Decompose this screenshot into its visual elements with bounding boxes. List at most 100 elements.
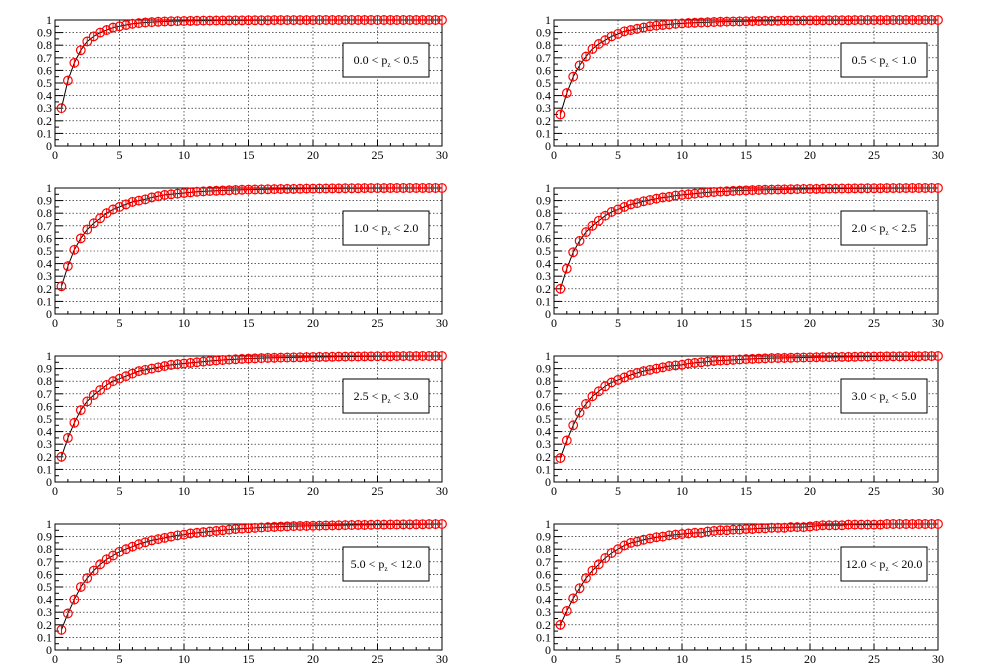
data-point bbox=[346, 351, 357, 362]
data-point bbox=[366, 351, 376, 362]
data-point bbox=[881, 519, 892, 529]
data-point bbox=[191, 357, 202, 368]
data-point bbox=[869, 183, 879, 194]
legend-label-subscript: z bbox=[384, 565, 387, 573]
data-point bbox=[437, 183, 447, 193]
y-tick-label: 0.2 bbox=[536, 114, 551, 128]
data-point bbox=[314, 15, 325, 25]
legend-label: 3.0 < pz < 5.0 bbox=[852, 389, 917, 405]
data-point bbox=[689, 188, 700, 199]
data-point bbox=[288, 352, 299, 363]
data-point bbox=[670, 529, 681, 540]
data-point bbox=[417, 183, 428, 193]
x-tick-label: 20 bbox=[307, 316, 319, 330]
legend-label-subscript: z bbox=[885, 61, 888, 69]
data-point bbox=[875, 519, 886, 530]
data-point bbox=[792, 184, 803, 195]
data-point bbox=[888, 183, 899, 194]
data-point bbox=[830, 183, 841, 194]
series-line bbox=[60, 19, 442, 109]
data-point bbox=[153, 534, 164, 545]
data-point bbox=[568, 593, 579, 604]
data-point bbox=[95, 213, 106, 224]
data-point bbox=[817, 352, 828, 363]
y-tick-label: 0.5 bbox=[536, 244, 551, 258]
legend-label-subscript: z bbox=[885, 397, 888, 405]
data-point bbox=[824, 520, 835, 531]
data-point bbox=[632, 23, 643, 34]
data-point bbox=[256, 15, 267, 26]
data-point bbox=[933, 351, 943, 361]
data-point bbox=[217, 355, 228, 365]
data-point bbox=[689, 358, 700, 368]
data-point bbox=[657, 362, 668, 373]
data-point bbox=[779, 522, 790, 533]
y-tick-label: 0.1 bbox=[37, 294, 52, 308]
data-point bbox=[728, 355, 739, 365]
data-point bbox=[753, 16, 764, 26]
legend-label-range: < 12.0 bbox=[388, 557, 422, 571]
data-point bbox=[709, 356, 719, 366]
data-point bbox=[308, 183, 318, 194]
y-tick-label: 0 bbox=[46, 139, 52, 153]
y-tick-label: 0.1 bbox=[536, 294, 551, 308]
data-point bbox=[385, 351, 396, 362]
data-point bbox=[437, 351, 447, 361]
data-point bbox=[430, 351, 441, 361]
data-point bbox=[295, 352, 306, 363]
data-point bbox=[913, 183, 924, 193]
x-tick-label: 15 bbox=[740, 148, 752, 162]
data-point bbox=[926, 183, 937, 193]
data-point bbox=[295, 15, 306, 26]
data-point bbox=[172, 359, 183, 370]
legend-label: 0.0 < pz < 0.5 bbox=[354, 53, 419, 69]
data-point bbox=[670, 190, 681, 201]
data-point bbox=[696, 527, 707, 538]
y-tick-label: 1 bbox=[46, 181, 52, 195]
data-point bbox=[760, 184, 771, 195]
data-point bbox=[785, 522, 796, 533]
y-tick-label: 0 bbox=[46, 307, 52, 321]
y-tick-label: 0.7 bbox=[536, 219, 551, 233]
data-point bbox=[346, 15, 357, 25]
data-point bbox=[340, 351, 351, 362]
data-point bbox=[308, 15, 318, 26]
data-point bbox=[230, 524, 241, 534]
x-tick-label: 15 bbox=[243, 148, 255, 162]
data-point bbox=[574, 407, 585, 418]
legend-box bbox=[342, 546, 430, 582]
data-point bbox=[56, 281, 67, 292]
data-point bbox=[875, 351, 886, 362]
data-point bbox=[830, 520, 841, 531]
data-point bbox=[894, 519, 905, 529]
series-line bbox=[559, 523, 938, 626]
data-point bbox=[696, 17, 707, 28]
data-point bbox=[437, 519, 447, 529]
data-point bbox=[619, 201, 630, 212]
chart-panel-7: 0 5 10 15 20 25 30 00.10.20.30.40.50.60.70.80.9… bbox=[37, 517, 448, 666]
data-point bbox=[224, 185, 235, 196]
y-tick-label: 1 bbox=[46, 13, 52, 27]
data-point bbox=[82, 573, 93, 584]
data-point bbox=[82, 396, 93, 407]
legend-box bbox=[840, 378, 928, 414]
data-point bbox=[670, 360, 681, 371]
data-point bbox=[613, 204, 623, 215]
legend-label-subscript: z bbox=[387, 397, 390, 405]
y-tick-label: 0.9 bbox=[536, 194, 551, 208]
x-tick-label: 20 bbox=[307, 484, 319, 498]
y-tick-label: 0.8 bbox=[37, 374, 52, 388]
data-point bbox=[581, 398, 591, 409]
y-tick-label: 1 bbox=[46, 517, 52, 531]
y-tick-label: 0.5 bbox=[37, 244, 52, 258]
x-tick-label: 30 bbox=[932, 652, 944, 666]
data-point bbox=[88, 390, 99, 400]
data-point bbox=[237, 353, 247, 364]
data-point bbox=[204, 526, 215, 537]
data-point bbox=[204, 15, 215, 26]
data-point bbox=[114, 373, 125, 384]
data-point bbox=[561, 606, 572, 616]
data-point bbox=[56, 103, 67, 114]
data-point bbox=[747, 353, 758, 364]
